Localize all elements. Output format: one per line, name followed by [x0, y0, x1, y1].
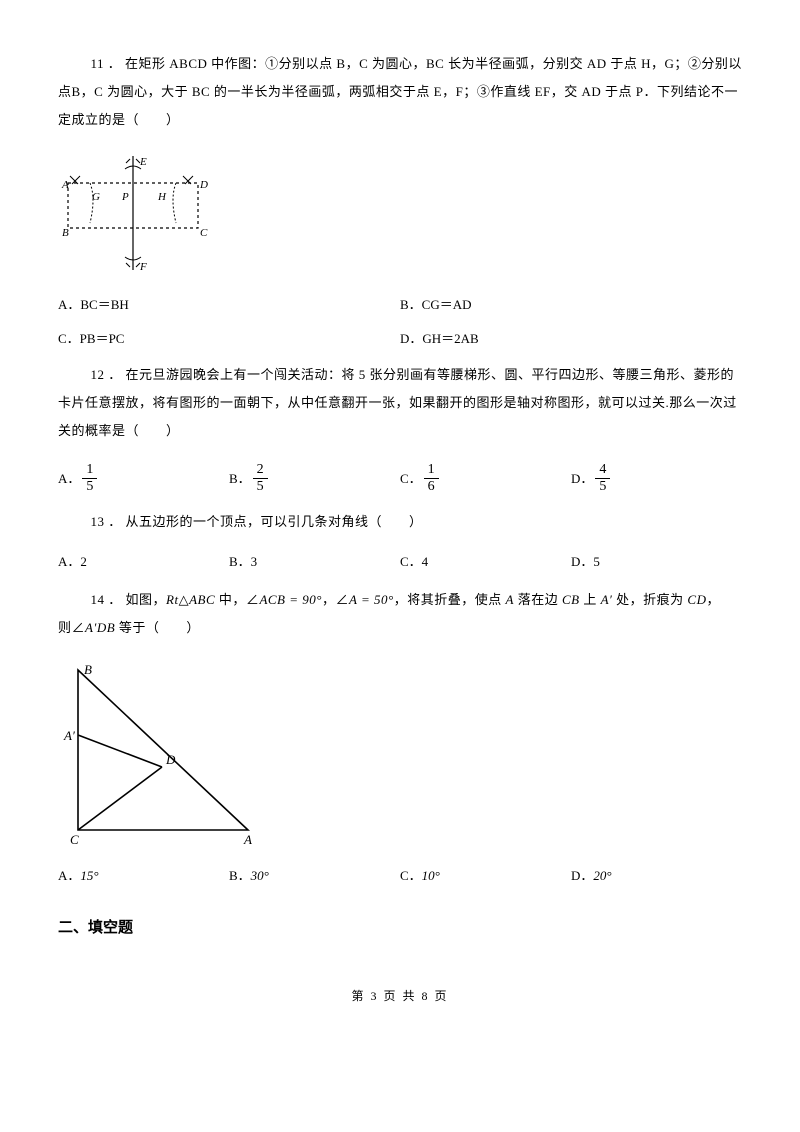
q11-figure: A B C D E F G H P	[58, 148, 742, 278]
question-13-text: 13 ． 从五边形的一个顶点，可以引几条对角线（ ）	[58, 508, 742, 536]
question-11-text: 11 ． 在矩形 ABCD 中作图：①分别以点 B，C 为圆心，BC 长为半径画…	[58, 50, 742, 134]
section-2-heading: 二、填空题	[58, 912, 742, 944]
q12-num: 12 ．	[91, 367, 122, 382]
q13-options: A．2 B．3 C．4 D．5	[58, 548, 742, 576]
svg-text:G: G	[92, 191, 100, 203]
q12-options: A． 1 5 B． 2 5 C． 1 6 D． 4 5	[58, 463, 742, 494]
q12-opt-a: A． 1 5	[58, 463, 229, 494]
q14-opt-b: B．30°	[229, 862, 400, 890]
svg-text:C: C	[70, 832, 79, 847]
svg-text:F: F	[139, 261, 147, 273]
svg-text:P: P	[121, 191, 129, 203]
svg-text:A′: A′	[63, 728, 75, 743]
question-14-text-line2: 则∠A′DB 等于（ ）	[58, 614, 742, 642]
q11-body: 在矩形 ABCD 中作图：①分别以点 B，C 为圆心，BC 长为半径画弧，分别交…	[58, 56, 742, 127]
q13-opt-b: B．3	[229, 548, 400, 576]
q11-opt-a: A．BC＝BH	[58, 288, 400, 322]
q13-opt-c: C．4	[400, 548, 571, 576]
q11-num: 11 ．	[91, 56, 122, 71]
q12-opt-c: C． 1 6	[400, 463, 571, 494]
svg-text:H: H	[157, 191, 167, 203]
q14-figure: B A′ D C A	[58, 660, 742, 850]
svg-text:A: A	[61, 179, 69, 191]
page-footer: 第 3 页 共 8 页	[58, 984, 742, 1010]
question-14-text: 14 ． 如图，Rt△ABC 中，∠ACB = 90°，∠A = 50°，将其折…	[58, 586, 742, 614]
svg-text:B: B	[84, 662, 92, 677]
fraction-icon: 1 6	[424, 463, 439, 494]
q11-options: A．BC＝BH C．PB＝PC B．CG＝AD D．GH＝2AB	[58, 288, 742, 356]
svg-text:B: B	[62, 227, 69, 239]
q11-opt-d: D．GH＝2AB	[400, 322, 742, 356]
q13-body: 从五边形的一个顶点，可以引几条对角线（ ）	[126, 514, 423, 529]
q14-opt-d: D．20°	[571, 862, 742, 890]
fraction-icon: 2 5	[253, 463, 268, 494]
q14-opt-c: C．10°	[400, 862, 571, 890]
q12-body: 在元旦游园晚会上有一个闯关活动：将 5 张分别画有等腰梯形、圆、平行四边形、等腰…	[58, 367, 737, 438]
svg-text:D: D	[165, 752, 176, 767]
fraction-icon: 1 5	[82, 463, 97, 494]
q14-options: A．15° B．30° C．10° D．20°	[58, 862, 742, 890]
q13-num: 13 ．	[91, 514, 122, 529]
q12-opt-b: B． 2 5	[229, 463, 400, 494]
q12-opt-d: D． 4 5	[571, 463, 742, 494]
svg-text:D: D	[199, 179, 208, 191]
q14-opt-a: A．15°	[58, 862, 229, 890]
q14-num: 14 ．	[91, 592, 122, 607]
svg-text:E: E	[139, 156, 147, 168]
svg-text:C: C	[200, 227, 208, 239]
fraction-icon: 4 5	[595, 463, 610, 494]
q13-opt-a: A．2	[58, 548, 229, 576]
q13-opt-d: D．5	[571, 548, 742, 576]
question-12-text: 12 ． 在元旦游园晚会上有一个闯关活动：将 5 张分别画有等腰梯形、圆、平行四…	[58, 361, 742, 445]
svg-text:A: A	[243, 832, 252, 847]
q11-opt-c: C．PB＝PC	[58, 322, 400, 356]
q11-opt-b: B．CG＝AD	[400, 288, 742, 322]
